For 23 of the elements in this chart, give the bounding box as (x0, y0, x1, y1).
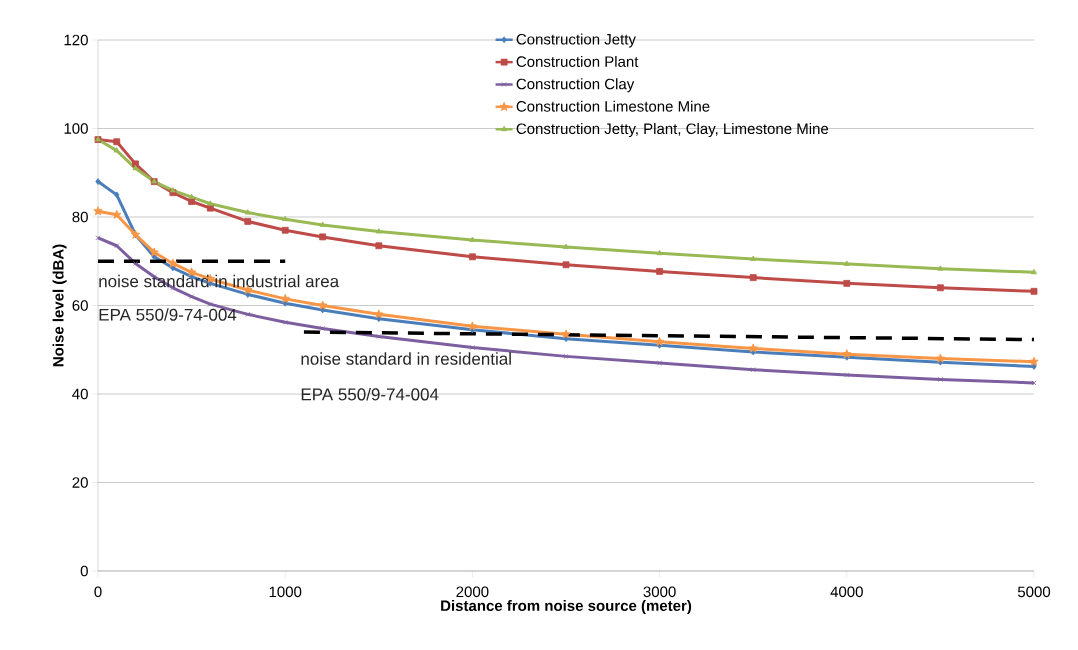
y-tick-label: 120 (64, 34, 88, 46)
y-axis-title: Noise level (dBA) (52, 244, 67, 367)
x-tick-label: 5000 (1017, 586, 1051, 598)
y-tick-label: 0 (80, 565, 88, 577)
x-tick-label: 3000 (643, 586, 676, 598)
x-tick-label: 2000 (456, 586, 489, 598)
annotation: EPA 550/9-74-004 (99, 308, 237, 321)
x-tick-label: 4000 (830, 586, 863, 598)
y-tick-label: 100 (64, 123, 88, 134)
x-tick-label: 1000 (269, 586, 302, 598)
annotation: EPA 550/9-74-004 (301, 387, 439, 401)
legend-label: Construction Jetty, Plant, Clay, Limestone Mine (516, 123, 829, 138)
x-tick-label: 0 (94, 586, 102, 598)
y-tick-label: 60 (72, 300, 88, 311)
y-tick-label: 20 (72, 477, 88, 488)
legend-label: Construction Jetty (516, 33, 636, 48)
legend-label: Construction Limestone Mine (516, 100, 710, 112)
legend-label: Construction Plant (516, 55, 639, 67)
x-axis-title: Distance from noise source (meter) (441, 600, 692, 614)
annotation: noise standard in residential (301, 352, 511, 365)
y-tick-label: 40 (72, 388, 88, 400)
y-tick-label: 80 (72, 211, 88, 223)
legend-label: Construction Clay (516, 78, 635, 93)
